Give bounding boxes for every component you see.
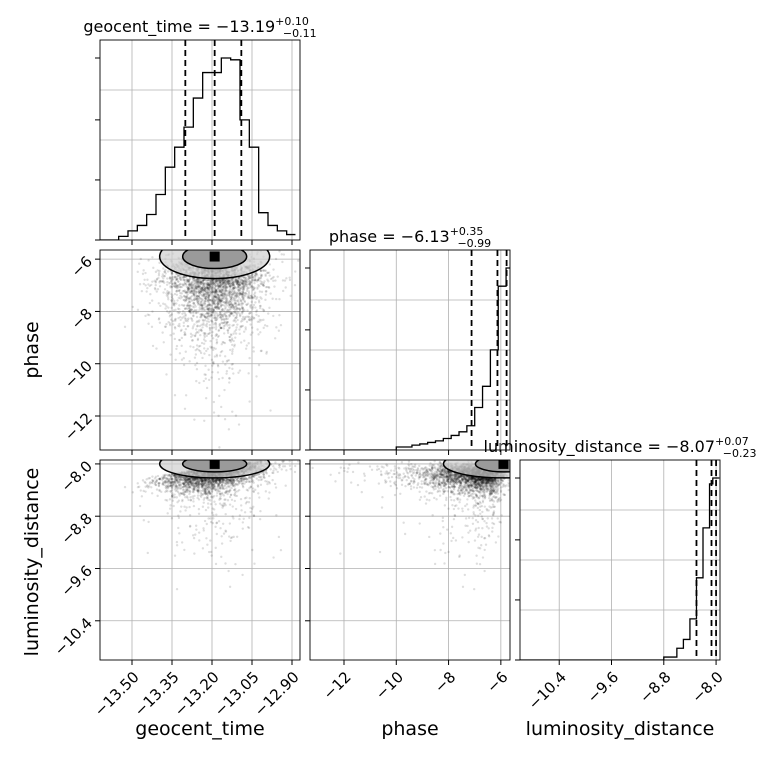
x-axis-label-geocent-time: geocent_time	[135, 718, 264, 740]
y-tick-label: −8.8	[58, 509, 96, 547]
density-peak	[498, 460, 509, 469]
grid	[310, 250, 510, 450]
x-tick-label: −9.6	[584, 668, 622, 706]
histogram-luminosity-distance	[520, 477, 720, 660]
panel-frame	[309, 459, 511, 661]
x-tick-label: −8.8	[636, 668, 674, 706]
title-geocent-time: geocent_time = −13.19+0.10 −0.11	[83, 15, 316, 40]
panel-frame	[519, 459, 721, 661]
contours	[442, 460, 510, 479]
y-tick-label: −8	[68, 305, 96, 333]
y-axis-labels: phase luminosity_distance	[21, 321, 43, 656]
grid	[310, 460, 510, 660]
panel-2-0: −13.50−13.35−13.20−13.05−12.90−10.4−9.6−…	[51, 457, 303, 720]
density-peak	[209, 251, 220, 262]
x-tick-label: −12.90	[251, 668, 303, 720]
x-tick-label: −6	[483, 668, 511, 696]
x-axis-labels: geocent_time phase luminosity_distance	[135, 718, 714, 740]
x-axis-label-luminosity-distance: luminosity_distance	[526, 718, 715, 740]
diagonal-titles: geocent_time = −13.19+0.10 −0.11 phase = −…	[83, 15, 756, 460]
plot-area	[123, 250, 300, 449]
panel-0-0	[95, 39, 301, 245]
x-tick-label: −10.4	[525, 668, 570, 713]
panel-2-1: −12 −10 −8 −6	[305, 459, 512, 703]
histogram-geocent-time	[100, 57, 296, 240]
contours	[158, 250, 271, 280]
y-tick-label: −8.0	[58, 457, 96, 495]
plot-area	[310, 250, 510, 450]
plot-area	[311, 460, 510, 591]
y-tick-label: −10	[61, 357, 96, 392]
plot-area	[123, 460, 300, 591]
title-phase: phase = −6.13+0.35 −0.99	[329, 225, 491, 250]
panel-frame	[99, 39, 301, 241]
histogram-phase	[310, 267, 510, 450]
plot-area	[100, 40, 296, 240]
y-tick-label: −9.6	[58, 562, 96, 600]
panel-1-0: −12 −10 −8 −6	[61, 249, 301, 455]
y-tick-label: −6	[68, 252, 96, 280]
panel-frame	[99, 459, 301, 661]
y-tick-label: −12	[61, 409, 96, 444]
density-peak	[209, 460, 220, 469]
y-axis-label-luminosity-distance: luminosity_distance	[21, 468, 43, 657]
x-tick-label: −12	[320, 668, 355, 703]
x-tick-label: −8	[431, 668, 459, 696]
title-luminosity-distance: luminosity_distance = −8.07+0.07 −0.23	[484, 435, 757, 460]
contours	[158, 460, 271, 479]
x-tick-label: −8.0	[688, 668, 726, 706]
x-axis-label-phase: phase	[381, 718, 438, 740]
panel-2-2: −10.4 −9.6 −8.8 −8.0	[515, 459, 727, 713]
panels: −12−10−8−6−13.50−13.35−13.20−13.05−12.90…	[51, 39, 727, 720]
y-axis-label-phase: phase	[21, 321, 43, 378]
panel-frame	[99, 249, 301, 451]
scatter-phase-vs-luminosity-distance	[311, 460, 510, 591]
x-tick-label: −10	[372, 668, 407, 703]
panel-frame	[309, 249, 511, 451]
grid	[100, 40, 300, 240]
plot-area	[520, 460, 720, 660]
panel-1-1	[305, 249, 511, 455]
y-tick-label: −10.4	[51, 614, 96, 659]
